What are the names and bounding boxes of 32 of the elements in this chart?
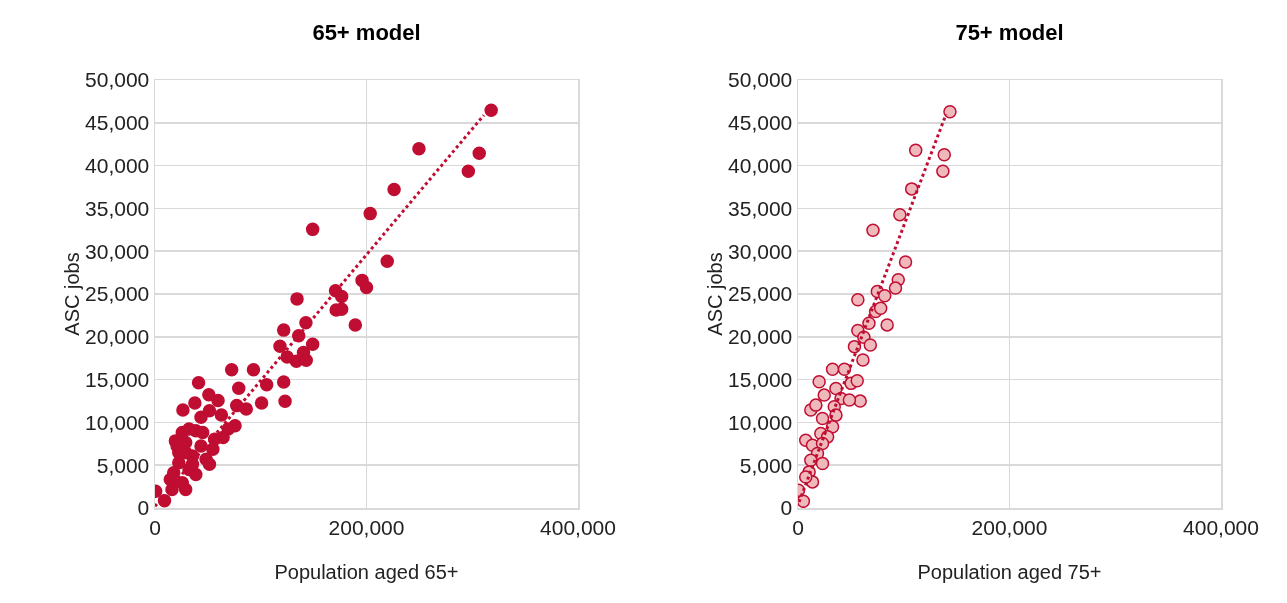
y-axis-title: ASC jobs [704, 252, 727, 336]
y-tick-label: 0 [137, 496, 150, 520]
y-tick-label: 20,000 [85, 325, 150, 349]
x-tick-label: 200,000 [328, 515, 405, 539]
x-axis-title: Population aged 75+ [917, 560, 1102, 583]
y-tick-label: 30,000 [85, 239, 150, 263]
y-tick-label: 5,000 [96, 453, 150, 477]
y-tick-label: 45,000 [728, 111, 793, 135]
x-tick-label: 200,000 [971, 515, 1048, 539]
y-axis-title: ASC jobs [61, 252, 84, 336]
y-tick-label: 40,000 [728, 153, 793, 177]
y-tick-label: 10,000 [728, 410, 793, 434]
y-tick-label: 20,000 [728, 325, 793, 349]
y-tick-label: 15,000 [85, 367, 150, 391]
y-tick-label: 35,000 [85, 196, 150, 220]
y-tick-label: 10,000 [85, 410, 150, 434]
y-tick-label: 25,000 [728, 282, 793, 306]
y-tick-label: 30,000 [728, 239, 793, 263]
y-tick-label: 40,000 [85, 153, 150, 177]
x-axis-title: Population aged 65+ [274, 560, 459, 583]
y-tick-label: 0 [780, 496, 793, 520]
y-tick-label: 5,000 [739, 453, 793, 477]
y-tick-label: 50,000 [728, 68, 793, 92]
chart-title: 65+ model [312, 19, 421, 45]
x-tick-label: 400,000 [540, 515, 616, 539]
y-tick-label: 25,000 [85, 282, 150, 306]
y-tick-label: 15,000 [728, 367, 793, 391]
y-tick-label: 45,000 [85, 111, 150, 135]
chart-title: 75+ model [955, 19, 1064, 45]
y-tick-label: 35,000 [728, 196, 793, 220]
x-tick-label: 400,000 [1183, 515, 1259, 539]
y-tick-label: 50,000 [85, 68, 150, 92]
